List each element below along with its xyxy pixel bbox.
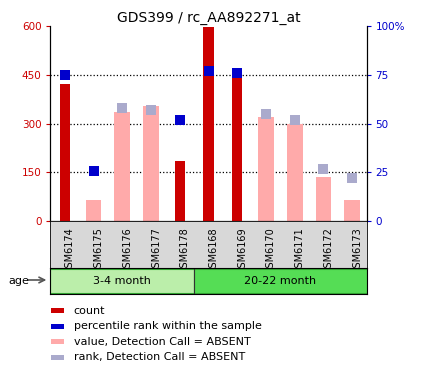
Bar [85, 200, 101, 221]
Bar [51, 355, 64, 360]
Bar [258, 117, 273, 221]
Bar [174, 161, 184, 221]
Text: GSM6176: GSM6176 [122, 227, 132, 274]
Bar [60, 85, 70, 221]
Text: GSM6177: GSM6177 [151, 227, 161, 274]
Text: GSM6175: GSM6175 [93, 227, 103, 274]
Text: GSM6169: GSM6169 [237, 227, 247, 274]
Bar [51, 324, 64, 329]
Bar [343, 200, 359, 221]
Bar [114, 112, 130, 221]
Text: 20-22 month: 20-22 month [244, 276, 316, 286]
Bar [51, 308, 64, 313]
Bar [286, 123, 302, 221]
Title: GDS399 / rc_AA892271_at: GDS399 / rc_AA892271_at [117, 11, 300, 25]
Text: 3-4 month: 3-4 month [93, 276, 151, 286]
Text: percentile rank within the sample: percentile rank within the sample [73, 321, 261, 331]
Bar [143, 105, 159, 221]
Text: GSM6178: GSM6178 [180, 227, 189, 274]
Text: age: age [8, 276, 29, 286]
Text: GSM6170: GSM6170 [265, 227, 276, 274]
Bar [194, 269, 366, 293]
Text: value, Detection Call = ABSENT: value, Detection Call = ABSENT [73, 337, 250, 347]
Text: GSM6172: GSM6172 [323, 227, 333, 274]
Text: rank, Detection Call = ABSENT: rank, Detection Call = ABSENT [73, 352, 244, 362]
Bar [203, 27, 213, 221]
Text: GSM6171: GSM6171 [294, 227, 304, 274]
Bar [51, 340, 64, 344]
Text: count: count [73, 306, 105, 316]
Text: GSM6173: GSM6173 [351, 227, 361, 274]
Text: GSM6168: GSM6168 [208, 227, 218, 274]
Text: GSM6174: GSM6174 [65, 227, 75, 274]
Bar [232, 68, 242, 221]
Bar [50, 269, 194, 293]
Bar [315, 178, 331, 221]
